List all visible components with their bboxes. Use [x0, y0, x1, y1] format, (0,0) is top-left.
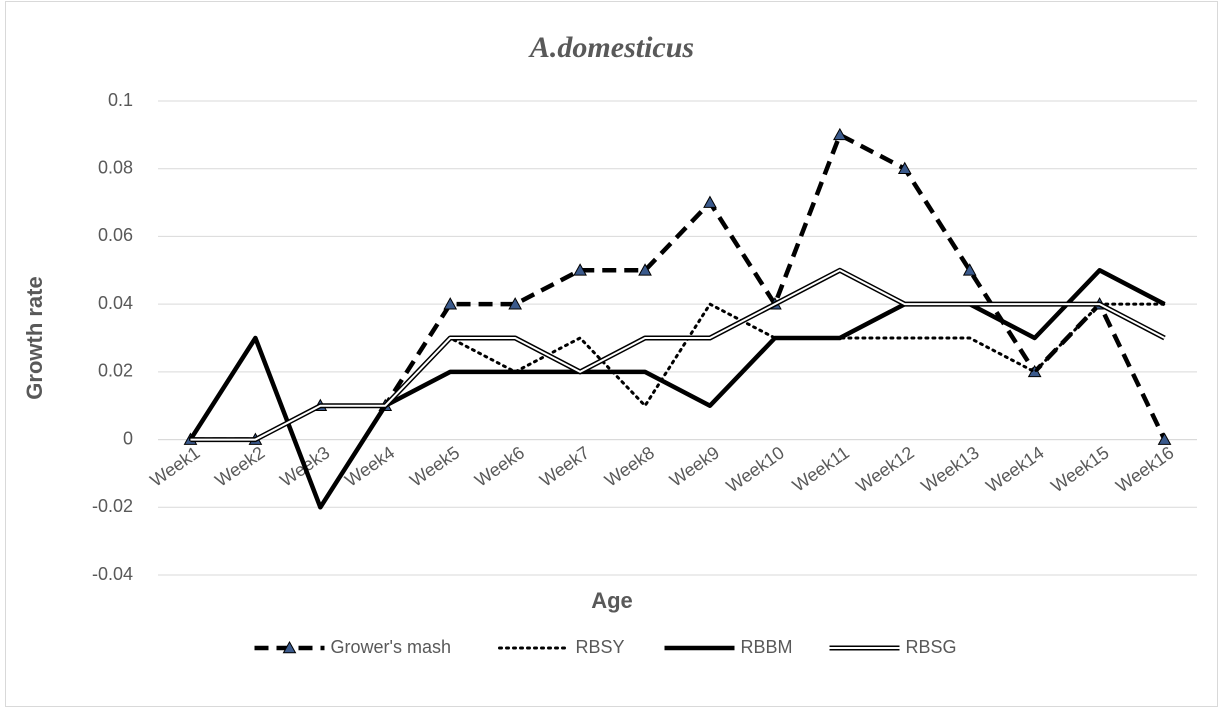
series-line — [188, 268, 1166, 510]
y-tick-label: 0.06 — [98, 225, 133, 245]
y-tick-label: 0.04 — [98, 293, 133, 313]
marker — [443, 297, 458, 310]
marker — [1157, 432, 1172, 445]
legend-label: RBSY — [576, 637, 625, 657]
legend-label: RBBM — [741, 637, 793, 657]
marker — [573, 263, 587, 276]
legend-marker — [282, 640, 297, 654]
marker — [508, 297, 523, 310]
marker — [703, 195, 717, 208]
legend-label: Grower's mash — [331, 637, 451, 657]
y-tick-label: -0.04 — [92, 564, 133, 584]
chart-title: A.domesticus — [528, 31, 694, 64]
y-tick-label: 0 — [123, 428, 133, 448]
marker — [832, 127, 847, 141]
y-tick-label: 0.08 — [98, 157, 133, 177]
marker — [638, 263, 652, 276]
y-tick-label: 0.02 — [98, 361, 133, 381]
y-axis-title: Growth rate — [22, 276, 47, 399]
y-tick-label: 0.1 — [108, 90, 133, 110]
marker — [962, 263, 977, 276]
y-tick-label: -0.02 — [92, 496, 133, 516]
series-line-inner — [190, 269, 1165, 441]
legend-label: RBSG — [906, 637, 957, 657]
marker — [897, 161, 912, 175]
x-axis-title: Age — [591, 588, 633, 613]
